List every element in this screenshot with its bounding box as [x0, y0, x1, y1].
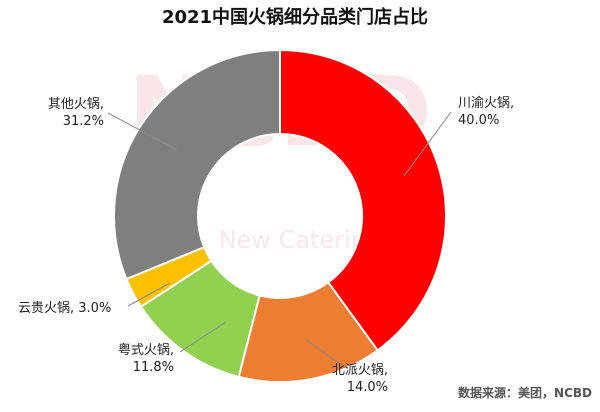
slice-label-value-1: 14.0%	[347, 380, 388, 395]
chart-title: 2021中国火锅细分品类门店占比	[162, 6, 428, 28]
slice-label-3: 云贵火锅, 3.0%	[18, 300, 111, 316]
slice-label-value-4: 31.2%	[63, 114, 104, 129]
slice-4	[113, 48, 281, 281]
leader-line-2	[179, 321, 227, 353]
slice-0	[279, 48, 447, 352]
slice-label-value-2: 11.8%	[133, 360, 174, 375]
leader-line-4	[107, 112, 178, 151]
slice-label-2: 粤式火锅, 11.8%	[118, 342, 174, 375]
slice-labels: 川渝火锅, 40.0% 北派火锅, 14.0% 粤式火锅, 11.8% 云贵火锅, 3.0%…	[18, 95, 514, 395]
leader-lines	[107, 111, 452, 369]
leader-line-1	[306, 339, 346, 369]
slice-label-name-1: 北派火锅,	[332, 362, 388, 378]
slice-label-0: 川渝火锅, 40.0%	[458, 95, 514, 128]
source-note: 数据来源：美团，NCBD	[458, 385, 592, 400]
slice-label-4: 其他火锅, 31.2%	[48, 96, 104, 129]
slices-group	[113, 48, 447, 383]
slice-label-1: 北派火锅, 14.0%	[332, 362, 388, 395]
leader-line-3	[127, 282, 171, 307]
slice-label-name-0: 川渝火锅,	[458, 95, 514, 111]
slice-label-name-4: 其他火锅,	[48, 96, 104, 112]
slice-label-name-2: 粤式火锅,	[118, 342, 174, 358]
slice-label-value-0: 40.0%	[458, 113, 499, 128]
leader-line-0	[403, 111, 452, 177]
